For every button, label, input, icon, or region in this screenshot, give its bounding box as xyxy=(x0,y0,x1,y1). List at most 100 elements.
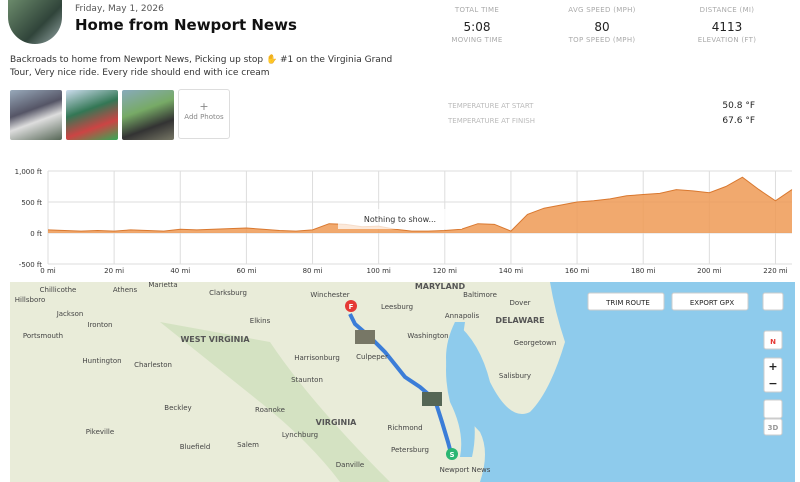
water xyxy=(446,282,795,482)
y-tick-label: -500 ft xyxy=(19,261,42,269)
map-button[interactable] xyxy=(671,292,749,311)
x-tick-label: 140 mi xyxy=(499,267,523,275)
x-tick-label: 20 mi xyxy=(104,267,124,275)
map-label: Roanoke xyxy=(255,406,285,414)
start-marker[interactable] xyxy=(446,448,458,460)
ride-date: Friday, May 1, 2026 xyxy=(75,4,164,14)
map-label: Winchester xyxy=(310,291,349,299)
map-label: Dover xyxy=(510,299,531,307)
map-label: Ironton xyxy=(88,321,113,329)
ride-description: Backroads to home from Newport News, Pic… xyxy=(10,55,393,78)
map-label: Staunton xyxy=(291,376,323,384)
elevation-chart: 1,000 ft 500 ft 0 ft -500 ft0 mi 20 mi 40 mi 6… xyxy=(15,168,793,275)
stat-label: DISTANCE (MI) xyxy=(699,6,755,14)
stat-sublabel: ELEVATION (FT) xyxy=(697,36,757,44)
map-label: Georgetown xyxy=(514,339,557,347)
x-tick-label: 160 mi xyxy=(565,267,589,275)
compass-button[interactable] xyxy=(763,330,783,350)
map-button[interactable] xyxy=(587,292,665,311)
map-label: Athens xyxy=(113,286,138,294)
y-tick-label: 1,000 ft xyxy=(15,168,43,176)
add-photos[interactable]: + Add Photos xyxy=(178,89,230,139)
map-label: Charleston xyxy=(134,361,172,369)
zoom-buttons[interactable] xyxy=(763,357,783,393)
map-label: Chillicothe xyxy=(40,286,77,294)
x-tick-label: 60 mi xyxy=(236,267,256,275)
annotation-box xyxy=(338,209,462,229)
map-label: Richmond xyxy=(387,424,422,432)
map-label: VIRGINIA xyxy=(316,418,358,427)
fullscreen-button[interactable] xyxy=(762,292,784,311)
finish-marker[interactable] xyxy=(345,300,357,312)
x-tick-label: 120 mi xyxy=(433,267,457,275)
map-label: Marietta xyxy=(148,282,177,289)
map-label: Jackson xyxy=(56,310,84,318)
map-button-label: EXPORT GPX xyxy=(690,299,734,307)
stat: DISTANCE (MI) 4113 ELEVATION (FT) xyxy=(662,6,792,44)
stat: TOTAL TIME 5:08 MOVING TIME xyxy=(412,6,542,44)
x-tick-label: 40 mi xyxy=(170,267,190,275)
map-label: Annapolis xyxy=(445,312,480,320)
stat-sublabel: TOP SPEED (MPH) xyxy=(568,36,636,44)
temperature-label: TEMPERATURE AT FINISH xyxy=(448,117,535,125)
map-label: Newport News xyxy=(440,466,491,474)
mode-3d-button[interactable] xyxy=(763,418,783,436)
bay xyxy=(446,322,475,457)
stat-value: 80 xyxy=(594,20,610,34)
map-label: Danville xyxy=(336,461,364,469)
stat-label: AVG SPEED (MPH) xyxy=(568,6,636,14)
ride-title: Home from Newport News xyxy=(75,16,297,34)
map-label: Pikeville xyxy=(86,428,114,436)
x-tick-label: 0 mi xyxy=(40,267,55,275)
x-tick-label: 220 mi xyxy=(763,267,787,275)
x-tick-label: 200 mi xyxy=(697,267,721,275)
stat: AVG SPEED (MPH) 80 TOP SPEED (MPH) xyxy=(537,6,667,44)
map-label: Washington xyxy=(407,332,448,340)
map-label: Baltimore xyxy=(463,291,497,299)
photo-pin[interactable] xyxy=(355,330,375,344)
temperature-label: TEMPERATURE AT START xyxy=(448,102,534,110)
map-label: Elkins xyxy=(250,317,271,325)
stat-value: 5:08 xyxy=(463,20,491,34)
map-label: DELAWARE xyxy=(495,316,544,325)
map-label: Leesburg xyxy=(381,303,413,311)
map-label: Huntington xyxy=(82,357,121,365)
map-label: Lynchburg xyxy=(282,431,318,439)
photo[interactable] xyxy=(66,90,118,140)
map-label: Hillsboro xyxy=(15,296,45,304)
map-label: Portsmouth xyxy=(23,332,63,340)
photo-pin[interactable] xyxy=(422,392,442,406)
photo[interactable] xyxy=(122,90,174,140)
finish-marker-label: F xyxy=(349,303,354,311)
x-tick-label: 100 mi xyxy=(366,267,390,275)
y-tick-label: 500 ft xyxy=(21,199,42,207)
elevation-area xyxy=(48,177,792,233)
map-control-label: N xyxy=(770,338,776,346)
elevation-line xyxy=(47,176,793,232)
stat-sublabel: MOVING TIME xyxy=(451,36,503,44)
map[interactable]: Chillicothe Athens Marietta Clarksburg MARYL… xyxy=(10,282,795,482)
map-label: Salem xyxy=(237,441,259,449)
stat-label: TOTAL TIME xyxy=(454,6,500,14)
map-label: WEST VIRGINIA xyxy=(180,335,250,344)
map-control-label: + xyxy=(768,360,777,373)
map-label: MARYLAND xyxy=(415,282,466,291)
mountains xyxy=(160,322,390,482)
map-label: Petersburg xyxy=(391,446,429,454)
photo[interactable] xyxy=(10,90,62,140)
map-label: Bluefield xyxy=(180,443,211,451)
add-photos-label: Add Photos xyxy=(184,113,224,121)
map-label: Clarksburg xyxy=(209,289,247,297)
map-label: Beckley xyxy=(164,404,191,412)
map-button-label: TRIM ROUTE xyxy=(605,299,650,307)
avatar[interactable] xyxy=(8,0,62,44)
temperature-value: 50.8 °F xyxy=(722,101,755,111)
layers-button[interactable] xyxy=(763,399,783,419)
map-control-label: 3D xyxy=(768,424,779,432)
start-marker-label: S xyxy=(449,451,454,459)
map-label: Salisbury xyxy=(499,372,531,380)
temperature-value: 67.6 °F xyxy=(722,116,755,126)
x-tick-label: 80 mi xyxy=(303,267,323,275)
x-tick-label: 180 mi xyxy=(631,267,655,275)
